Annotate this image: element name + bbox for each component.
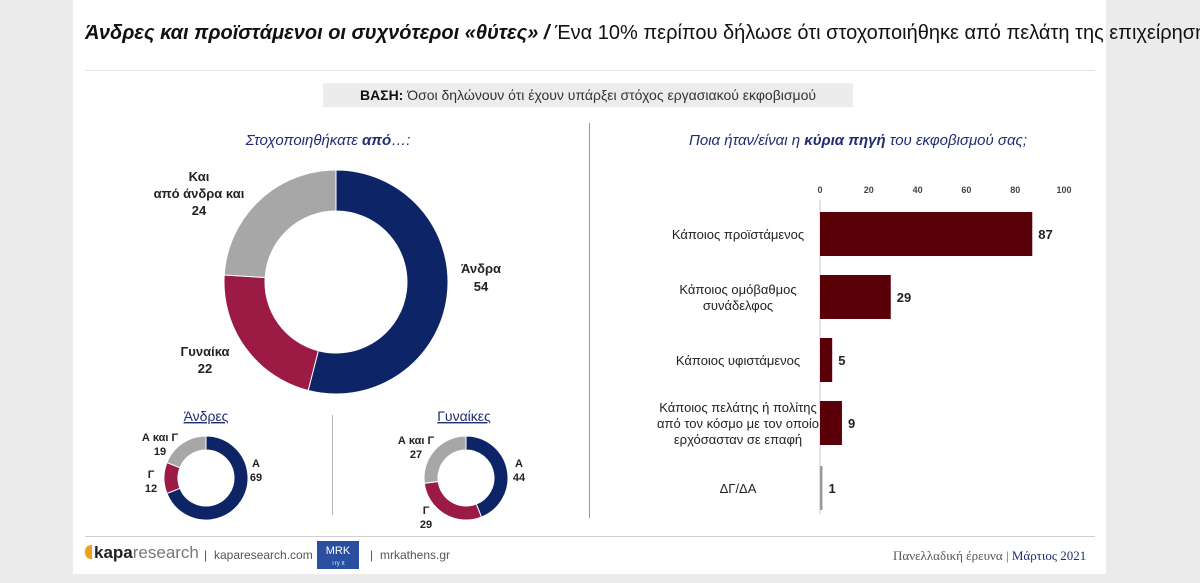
main-label-both-line2: από άνδρα και xyxy=(154,186,245,201)
right-question: Ποια ήταν/είναι η κύρια πηγή του εκφοβισ… xyxy=(689,132,1027,149)
survey-info: Πανελλαδική έρευνα | Μάρτιος 2021 xyxy=(893,548,1087,563)
men-donut-slice-1 xyxy=(166,435,249,521)
bar-x-tick-0: 0 xyxy=(817,185,822,195)
bar-category-4-line3: ερχόσασταν σε επαφή xyxy=(674,432,802,447)
kapa-separator: | xyxy=(204,548,208,562)
main-donut-slice-3 xyxy=(223,169,337,279)
main-donut-slice-1 xyxy=(307,169,449,395)
men-label-g: Γ xyxy=(148,469,155,481)
men-value-a: 69 xyxy=(250,472,262,484)
bar-value-3: 5 xyxy=(838,353,845,368)
main-label-gynaika: Γυναίκα xyxy=(180,344,229,359)
kapa-logo-mark xyxy=(85,545,92,559)
women-label-ag: Α και Γ xyxy=(398,435,435,447)
footer-divider xyxy=(85,536,1095,537)
men-label-a: Α xyxy=(252,458,260,470)
bar-x-tick-3: 60 xyxy=(961,185,971,195)
women-value-ag: 27 xyxy=(410,449,422,461)
men-label-ag: Α και Γ xyxy=(142,432,179,444)
main-label-andra: Άνδρα xyxy=(461,261,501,276)
bar-category-5: ΔΓ/ΔΑ xyxy=(720,481,757,496)
bar-category-4-line2: από τον κόσμο με τον οποίο xyxy=(657,416,819,431)
women-label-g: Γ xyxy=(423,505,430,517)
bar-value-4: 9 xyxy=(848,416,855,431)
main-donut-slice-2 xyxy=(223,274,319,392)
bar-category-1: Κάποιος προϊστάμενος xyxy=(672,227,804,242)
bar-category-3: Κάποιος υφιστάμενος xyxy=(676,353,800,368)
bar-2 xyxy=(820,275,891,319)
kapa-url[interactable]: kaparesearch.com xyxy=(214,548,313,562)
bar-value-5: 1 xyxy=(828,481,835,496)
women-value-a: 44 xyxy=(513,472,526,484)
women-donut-slice-2 xyxy=(423,480,483,521)
base-note: ΒΑΣΗ: Όσοι δηλώνουν ότι έχουν υπάρξει στ… xyxy=(323,83,853,107)
bar-x-tick-5: 100 xyxy=(1056,185,1071,195)
slide-title: Άνδρες και προϊστάμενοι οι συχνότεροι «θ… xyxy=(85,22,1200,44)
main-value-both: 24 xyxy=(192,203,207,218)
vertical-divider xyxy=(589,123,590,518)
bar-5 xyxy=(820,466,823,510)
bar-1 xyxy=(820,212,1033,256)
bar-4 xyxy=(820,401,842,445)
slide: Άνδρες και προϊστάμενοι οι συχνότεροι «θ… xyxy=(73,0,1200,574)
bar-category-4-line1: Κάποιος πελάτης ή πολίτης xyxy=(659,400,817,415)
mrk-url[interactable]: mrkathens.gr xyxy=(380,548,451,562)
mrk-separator: | xyxy=(370,548,374,562)
men-value-ag: 19 xyxy=(154,446,166,458)
women-label-a: Α xyxy=(515,458,523,470)
men-value-g: 12 xyxy=(145,483,157,495)
main-value-gynaika: 22 xyxy=(198,361,212,376)
women-donut-slice-3 xyxy=(423,435,467,484)
men-donut-title: Άνδρες xyxy=(184,408,229,424)
small-donut-divider xyxy=(332,415,333,515)
bar-x-tick-2: 40 xyxy=(913,185,923,195)
bar-x-tick-1: 20 xyxy=(864,185,874,195)
main-value-andra: 54 xyxy=(474,279,489,294)
bar-3 xyxy=(820,338,833,382)
bar-category-2-line1: Κάποιος ομόβαθμος xyxy=(679,282,796,297)
women-donut-title: Γυναίκες xyxy=(437,408,491,424)
men-donut-slice-3 xyxy=(166,435,207,469)
bar-x-tick-4: 80 xyxy=(1010,185,1020,195)
bar-value-1: 87 xyxy=(1038,227,1052,242)
bar-value-2: 29 xyxy=(897,290,911,305)
mrk-logo: MRK Try It xyxy=(317,541,359,569)
women-value-g: 29 xyxy=(420,519,432,531)
charts-canvas: Άνδρα 54 Γυναίκα 22 Και από άνδρα και 24 Άνδρες… xyxy=(142,169,1072,531)
bar-category-2-line2: συνάδελφος xyxy=(703,298,773,313)
title-divider xyxy=(85,70,1095,71)
left-question: Στοχοποιηθήκατε από…: xyxy=(245,132,411,149)
kapa-research-logo: kaparesearch xyxy=(85,543,199,563)
main-label-both-line1: Και xyxy=(189,169,210,184)
